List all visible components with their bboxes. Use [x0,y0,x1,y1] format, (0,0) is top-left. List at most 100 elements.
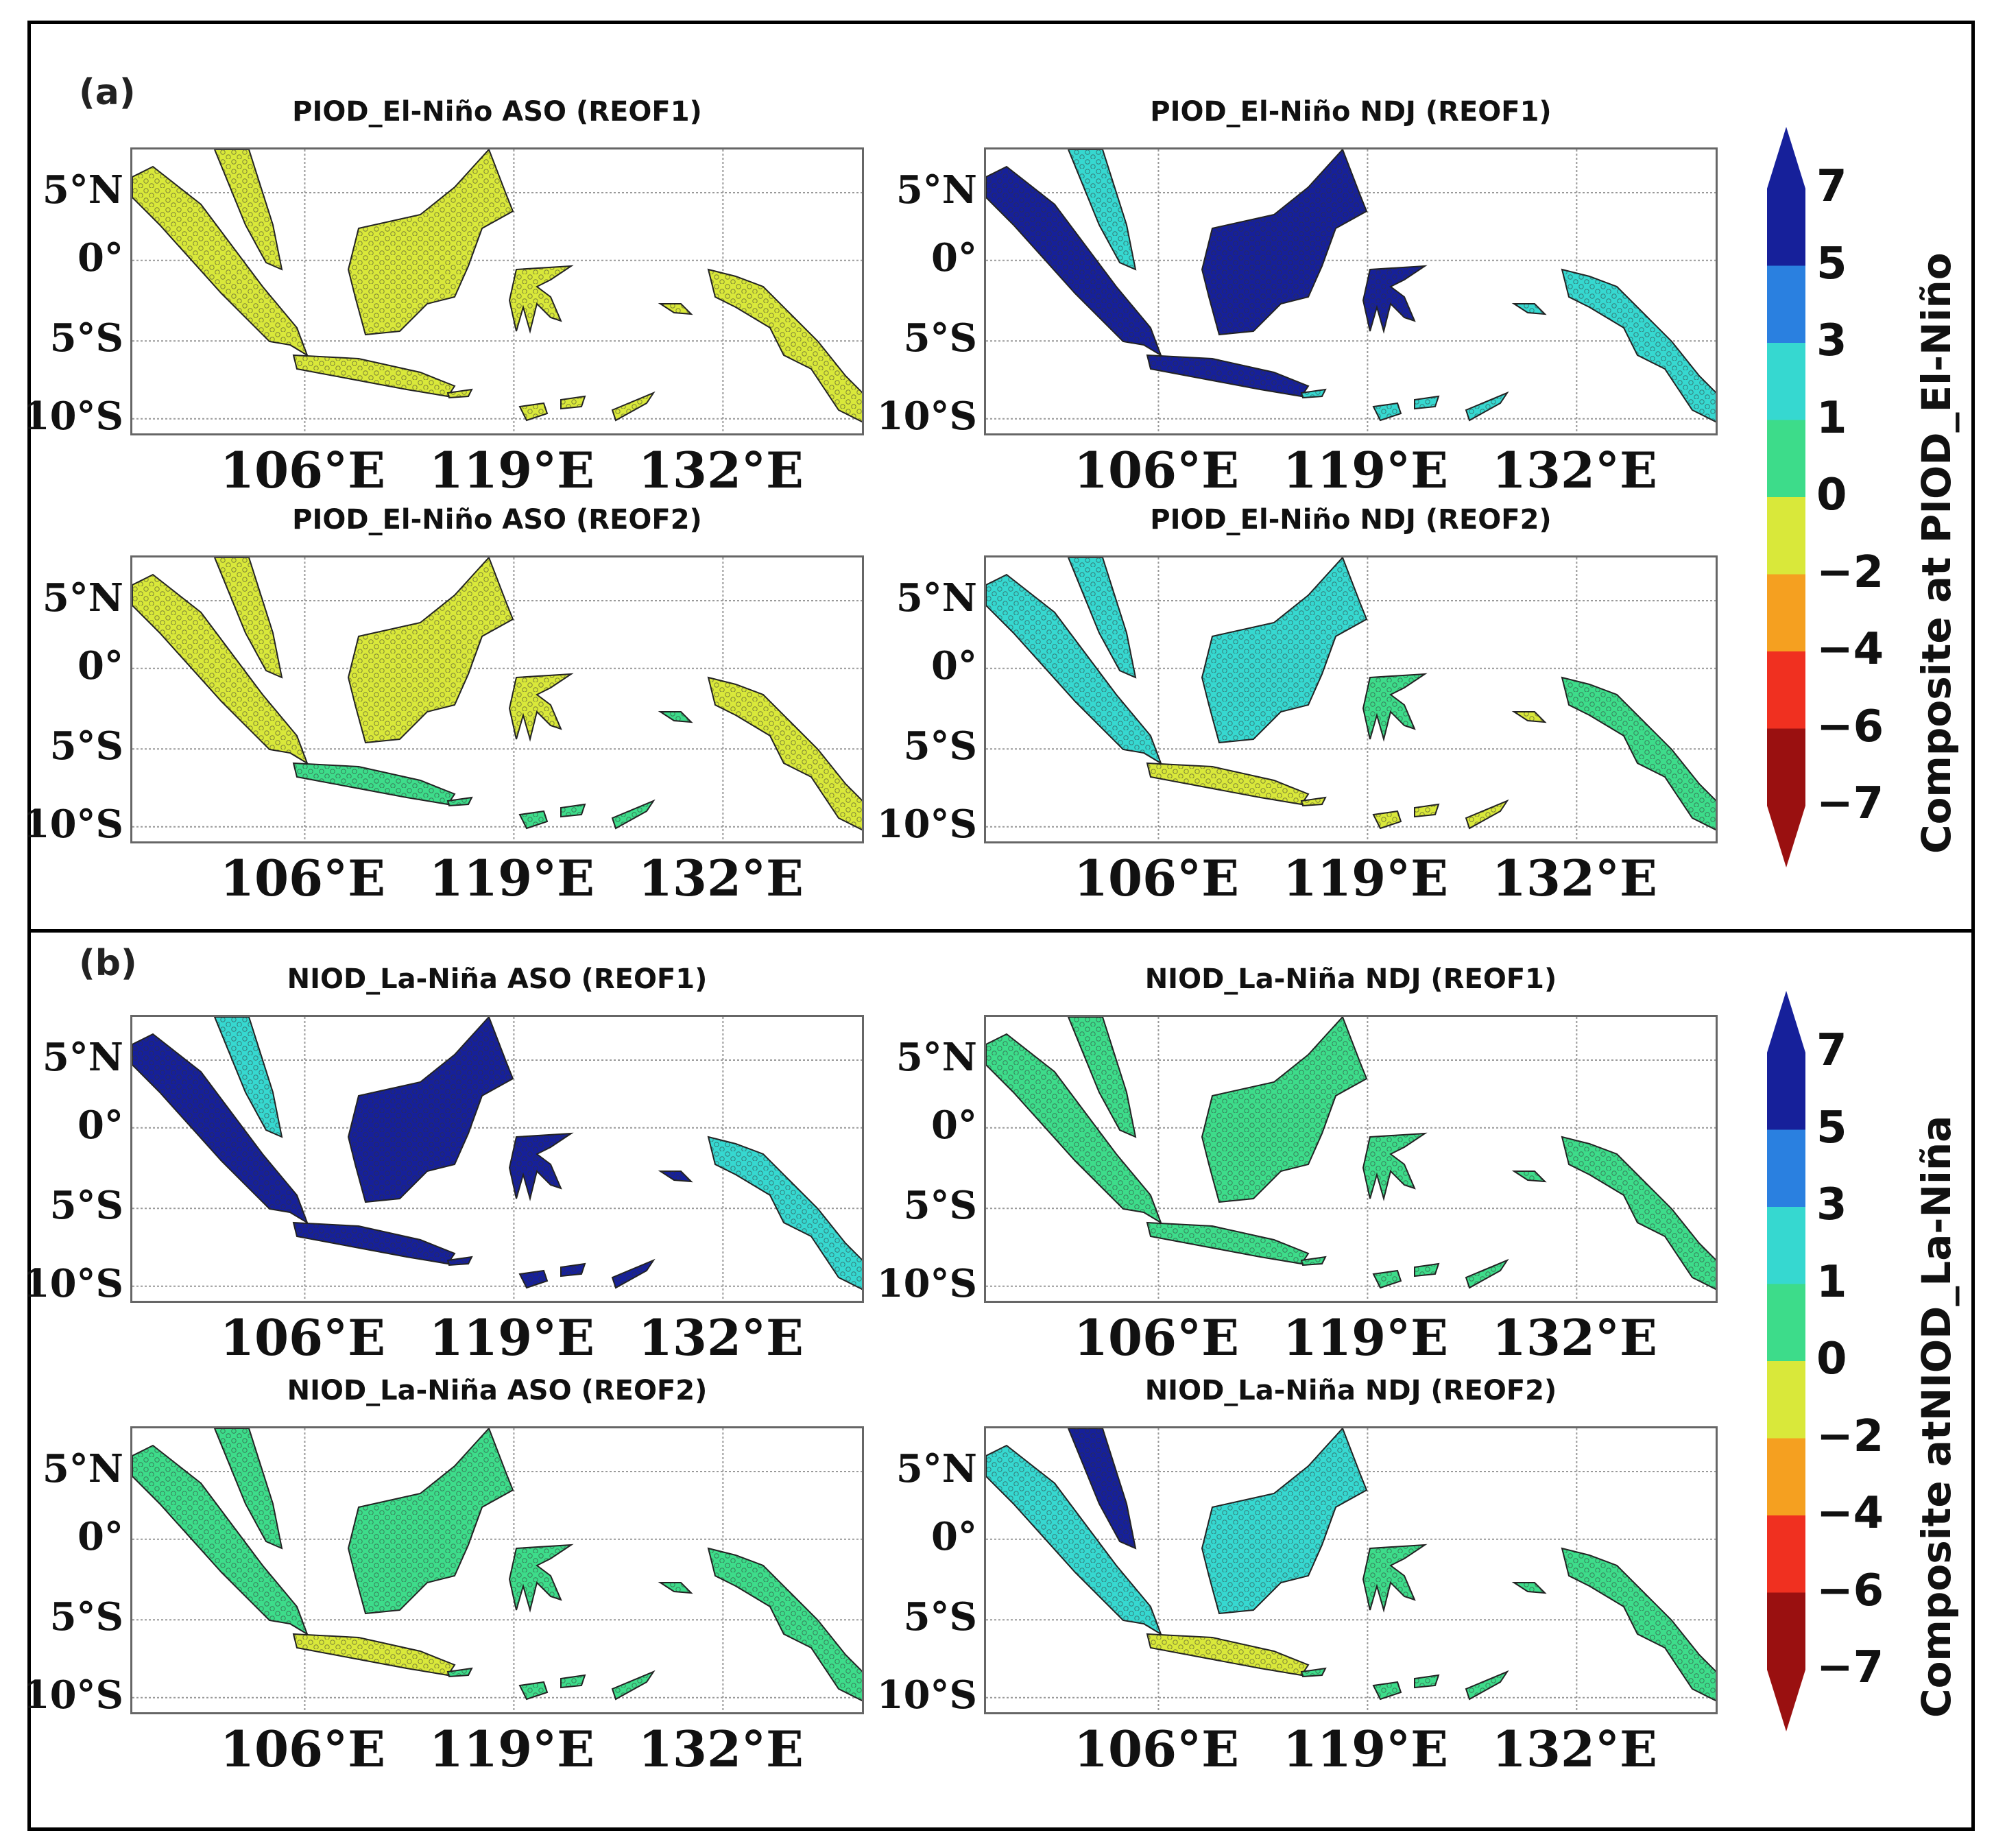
lon-tick-label: 106°E [219,849,386,907]
significance-hatch-borneo [1202,1428,1367,1613]
colorbar-segment [1767,574,1805,652]
colorbar-segment [1767,1129,1805,1208]
map-canvas [986,1017,1716,1301]
map-panel [984,1426,1718,1714]
map-canvas [132,1017,862,1301]
panel-title: PIOD_El-Niño ASO (REOF1) [292,96,702,128]
significance-hatch-malaya [215,1017,282,1137]
lat-tick-label: 5°S [903,1594,977,1640]
lat-tick-label: 5°N [896,167,977,213]
colorbar-tick-label: 5 [1816,238,1847,289]
lat-tick-label: 5°S [903,723,977,769]
lat-tick-label: 5°N [896,575,977,621]
significance-hatch-sulawesi [1363,1545,1425,1610]
significance-hatch-borneo [348,557,513,743]
significance-hatch-sulawesi [509,1545,571,1610]
lat-tick-label: 5°N [42,1035,123,1080]
significance-hatch-sumatra [986,1445,1161,1634]
lon-tick-label: 132°E [638,849,804,907]
colorbar-tick-label: 1 [1816,1256,1847,1308]
section-b-frame [27,929,1975,1831]
lon-tick-label: 119°E [1282,1720,1448,1778]
map-panel [130,1426,864,1714]
panel-title: PIOD_El-Niño NDJ (REOF2) [1150,504,1552,536]
colorbar-tick-label: 7 [1816,161,1847,212]
lon-tick-label: 106°E [1073,849,1240,907]
lat-tick-label: 0° [77,1102,123,1148]
panel-title: PIOD_El-Niño NDJ (REOF1) [1150,96,1552,128]
lat-tick-label: 10°S [876,1672,977,1718]
significance-hatch-java [293,763,455,804]
lat-tick-label: 0° [77,235,123,280]
significance-hatch-sumatra [132,575,307,763]
lon-tick-label: 119°E [429,1308,594,1367]
lat-tick-label: 0° [931,643,977,688]
section-a-label: (a) [79,72,136,113]
lon-tick-label: 106°E [219,1308,386,1367]
colorbar-tick-label: 3 [1816,1179,1847,1230]
significance-hatch-sumatra [986,1034,1161,1223]
colorbar-segment [1767,1438,1805,1516]
lon-tick-label: 106°E [1073,1308,1240,1367]
lat-tick-label: 5°S [49,723,123,769]
lon-tick-label: 132°E [1491,1308,1657,1367]
section-b-label: (b) [79,943,137,984]
colorbar-segment [1767,728,1805,806]
significance-hatch-java [293,1223,455,1264]
significance-hatch-islands [1301,1171,1545,1288]
significance-hatch-sulawesi [509,266,571,331]
map-canvas [986,149,1716,433]
colorbar-extend-max [1767,127,1805,189]
colorbar-segment [1767,189,1805,266]
lat-tick-label: 0° [77,1513,123,1559]
lon-tick-label: 132°E [1491,1720,1657,1778]
colorbar-extend-max [1767,991,1805,1053]
significance-hatch-malaya [1068,1017,1136,1137]
map-panel [130,147,864,435]
panel-title: NIOD_La-Niña ASO (REOF1) [287,963,708,995]
colorbar-title: Composite at PIOD_El-Niño [1913,252,1960,854]
colorbar-title: Composite atNIOD_La-Niña [1913,1115,1960,1718]
colorbar-tick-label: −2 [1816,547,1884,598]
colorbar [1767,991,1805,1731]
lat-tick-label: 5°N [896,1446,977,1491]
lon-tick-label: 119°E [429,441,594,499]
lat-tick-label: 5°S [49,315,123,361]
colorbar-tick-label: −7 [1816,1642,1884,1693]
lat-tick-label: 5°N [896,1035,977,1080]
lat-tick-label: 10°S [23,801,123,847]
colorbar-segment [1767,265,1805,344]
lon-tick-label: 132°E [1491,849,1657,907]
significance-hatch-borneo [348,1428,513,1613]
lat-tick-label: 0° [931,1513,977,1559]
lon-tick-label: 119°E [429,1720,594,1778]
significance-hatch-malaya [215,557,282,677]
significance-hatch-sumatra [132,1445,307,1634]
significance-hatch-islands [448,304,691,420]
significance-hatch-malaya [1068,1428,1136,1548]
lat-tick-label: 10°S [23,1672,123,1718]
significance-hatch-sulawesi [1363,266,1425,331]
map-canvas [132,557,862,841]
colorbar-segment [1767,1053,1805,1130]
lon-tick-label: 119°E [1282,849,1448,907]
colorbar-segment [1767,343,1805,420]
lat-tick-label: 5°S [49,1594,123,1640]
significance-hatch-borneo [1202,1017,1367,1202]
significance-hatch-papua [708,677,862,830]
significance-hatch-java [293,355,455,396]
significance-hatch-papua [708,1137,862,1289]
colorbar-tick-label: −6 [1816,1565,1884,1616]
lat-tick-label: 10°S [23,1260,123,1306]
colorbar-tick-label: −4 [1816,624,1884,675]
lon-tick-label: 106°E [1073,441,1240,499]
significance-hatch-sumatra [986,575,1161,763]
lon-tick-label: 132°E [638,1720,804,1778]
significance-hatch-papua [1562,677,1716,830]
map-canvas [986,557,1716,841]
lat-tick-label: 5°N [42,167,123,213]
significance-hatch-java [1147,355,1308,396]
significance-hatch-borneo [348,1017,513,1202]
colorbar-extend-min [1767,1670,1805,1731]
significance-hatch-islands [1301,712,1545,828]
